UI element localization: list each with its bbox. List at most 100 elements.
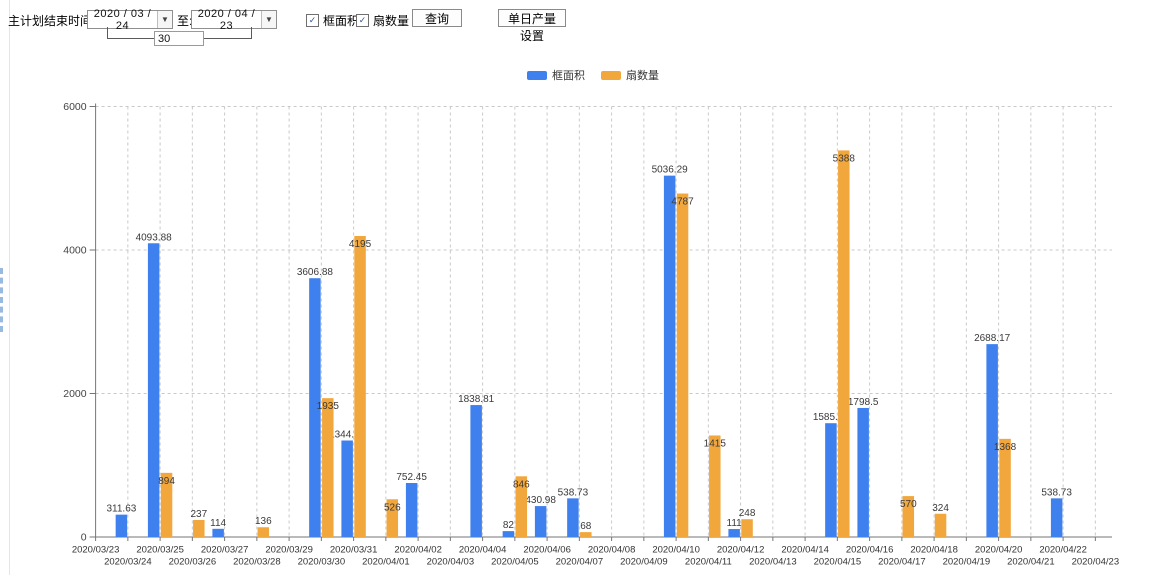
bar-fan-qty — [257, 527, 270, 537]
legend-label: 扇数量 — [626, 70, 659, 82]
bar-fan-qty — [354, 236, 366, 538]
fan-qty-checkbox-label: 扇数量 — [373, 14, 410, 28]
bar-frame-area — [857, 407, 869, 537]
chevron-down-icon[interactable]: ▼ — [157, 11, 172, 28]
x-tick-label: 2020/04/22 — [1039, 545, 1087, 556]
bar-value-label: 5388 — [833, 153, 856, 164]
chevron-down-icon[interactable]: ▼ — [261, 11, 276, 28]
x-tick-label: 2020/03/29 — [265, 545, 313, 556]
bar-fan-qty — [934, 513, 947, 537]
bar-value-label: 111 — [727, 518, 743, 529]
bar-frame-area — [115, 514, 128, 537]
checkbox-checked-icon: ✓ — [306, 14, 319, 27]
daily-output-settings-button[interactable]: 单日产量设置 — [498, 9, 566, 43]
x-tick-label: 2020/04/21 — [1007, 557, 1055, 568]
bar-frame-area — [825, 423, 837, 537]
frame-area-checkbox-label: 框面积 — [323, 14, 360, 28]
bar-fan-qty — [838, 150, 850, 537]
x-tick-label: 2020/04/13 — [749, 557, 797, 568]
x-tick-label: 2020/04/18 — [910, 545, 958, 556]
bar-fan-qty — [902, 496, 915, 537]
x-tick-label: 2020/04/04 — [459, 545, 507, 556]
legend-item[interactable]: 扇数量 — [601, 67, 659, 83]
bar-fan-qty — [193, 519, 205, 537]
bar-value-label: 570 — [900, 499, 917, 510]
x-tick-label: 2020/04/14 — [781, 545, 829, 556]
bar-frame-area — [147, 243, 160, 538]
x-tick-label: 2020/03/23 — [72, 545, 120, 556]
x-tick-label: 2020/04/11 — [685, 557, 732, 568]
y-tick-label: 0 — [81, 532, 87, 544]
date-from-picker[interactable]: 2020 / 03 / 24 ▼ — [87, 7, 173, 32]
bracket-line — [107, 27, 108, 39]
x-tick-label: 2020/04/17 — [878, 557, 926, 568]
bracket-line — [107, 38, 154, 39]
bar-fan-qty — [999, 438, 1011, 537]
bar-value-label: 237 — [190, 509, 207, 520]
query-button[interactable]: 查询 — [412, 9, 462, 27]
bar-frame-area — [405, 483, 418, 537]
y-tick-label: 4000 — [63, 245, 87, 257]
bar-value-label: 1585.96 — [813, 412, 850, 423]
toolbar: 主计划结束时间: 2020 / 03 / 24 ▼ 至: 2020 / 04 /… — [0, 0, 1150, 58]
window-edge-line — [9, 0, 10, 575]
y-tick-label: 2000 — [63, 388, 87, 400]
bar-fan-qty — [741, 519, 753, 537]
bar-fan-qty — [515, 476, 528, 537]
x-tick-label: 2020/04/10 — [652, 545, 700, 556]
fan-qty-checkbox[interactable]: ✓ 扇数量 — [356, 12, 409, 29]
x-tick-label: 2020/04/16 — [846, 545, 894, 556]
bar-frame-area — [502, 531, 515, 537]
x-tick-label: 2020/04/23 — [1072, 557, 1120, 568]
x-tick-label: 2020/04/02 — [394, 545, 442, 556]
bar-frame-area — [341, 440, 353, 537]
checkbox-checked-icon: ✓ — [356, 14, 369, 27]
x-tick-label: 2020/03/25 — [136, 545, 184, 556]
bar-value-label: 1415 — [704, 438, 727, 449]
bar-value-label: 136 — [255, 516, 272, 527]
bar-frame-area — [728, 529, 740, 537]
bar-value-label: 538.73 — [558, 487, 589, 498]
legend-swatch-icon — [527, 70, 547, 80]
bracket-line — [251, 27, 252, 39]
bar-value-label: 82 — [503, 520, 515, 531]
x-tick-label: 2020/04/06 — [523, 545, 571, 556]
legend-swatch-icon — [601, 70, 621, 80]
bar-value-label: 1935 — [317, 401, 340, 412]
x-tick-label: 2020/04/19 — [943, 557, 991, 568]
x-tick-label: 2020/04/01 — [362, 557, 410, 568]
x-tick-label: 2020/03/27 — [201, 545, 249, 556]
legend-item[interactable]: 框面积 — [527, 67, 585, 83]
x-tick-label: 2020/04/05 — [491, 557, 539, 568]
bar-value-label: 1838.81 — [458, 394, 495, 405]
bar-fan-qty — [386, 499, 399, 537]
bar-value-label: 1344.95 — [329, 429, 366, 440]
x-tick-label: 2020/04/20 — [975, 545, 1023, 556]
bar-frame-area — [567, 498, 579, 537]
bar-fan-qty — [676, 193, 689, 537]
chart-legend: 框面积 扇数量 — [527, 67, 659, 83]
frame-area-checkbox[interactable]: ✓ 框面积 — [306, 12, 359, 29]
bar-frame-area — [534, 506, 547, 537]
bar-frame-area — [309, 278, 321, 537]
bar-value-label: 4787 — [671, 197, 694, 208]
x-tick-label: 2020/04/09 — [620, 557, 668, 568]
date-to-picker[interactable]: 2020 / 04 / 23 ▼ — [191, 7, 277, 32]
date-from-value: 2020 / 03 / 24 — [93, 7, 152, 32]
bar-frame-area — [470, 405, 482, 537]
bar-value-label: 5036.29 — [652, 165, 689, 176]
window-edge-accent — [0, 268, 3, 332]
bar-value-label: 894 — [158, 476, 175, 487]
bar-value-label: 430.98 — [525, 495, 556, 506]
x-tick-label: 2020/03/28 — [233, 557, 281, 568]
days-interval-input[interactable] — [154, 31, 204, 46]
bar-value-label: 1798.5 — [848, 397, 879, 408]
bracket-line — [204, 38, 251, 39]
bar-fan-qty — [709, 435, 721, 537]
date-to-value: 2020 / 04 / 23 — [197, 7, 256, 32]
bar-value-label: 324 — [932, 503, 949, 514]
x-tick-label: 2020/04/03 — [427, 557, 475, 568]
x-tick-label: 2020/03/31 — [330, 545, 378, 556]
legend-label: 框面积 — [552, 70, 585, 82]
